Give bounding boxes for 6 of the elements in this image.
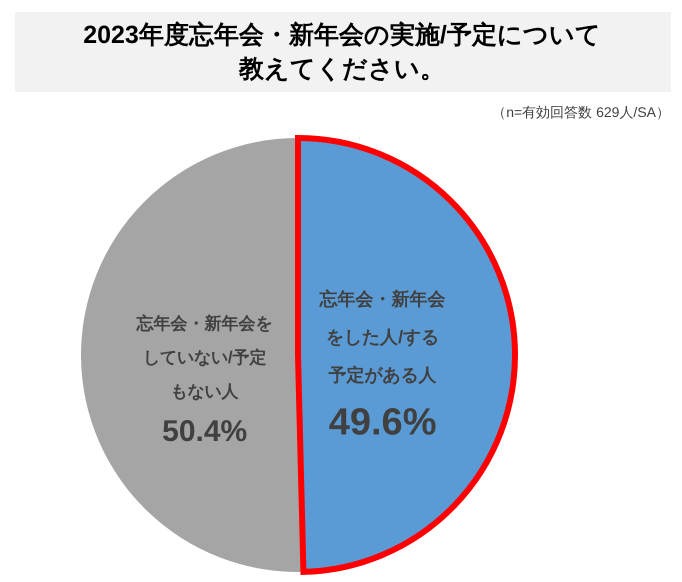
data-label: 49.6%	[328, 402, 436, 444]
data-label: 50.4%	[162, 415, 248, 449]
slice-label: 忘年会・新年会をした人/する予定がある人	[318, 288, 447, 387]
slice-label: 忘年会・新年会をしていない/予定もない人	[136, 313, 274, 403]
text: （n=有効回答数 629人/SA）	[492, 104, 670, 122]
chart-title: 2023年度忘年会・新年会の実施/予定について教えてください。	[82, 20, 602, 85]
